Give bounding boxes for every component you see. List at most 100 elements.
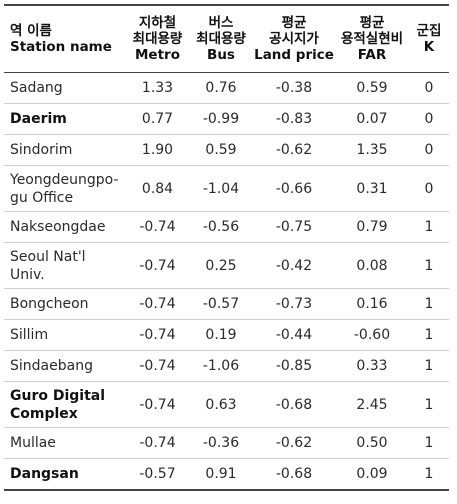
station-cluster-table-container: 역 이름 Station name 지하철 최대용량 Metro 버스 최대용량… [4, 4, 449, 491]
far-cell: 0.50 [335, 427, 409, 459]
bus-cell: -0.57 [189, 288, 253, 320]
land-price-cell: -0.44 [253, 319, 335, 351]
bus-cell: 0.19 [189, 319, 253, 351]
header-metro-ko-2: 최대용량 [132, 31, 183, 47]
station-cluster-table: 역 이름 Station name 지하철 최대용량 Metro 버스 최대용량… [4, 4, 449, 491]
table-row: Mullae -0.74 -0.36 -0.62 0.50 1 [4, 427, 449, 459]
station-name-cell: Nakseongdae [4, 211, 126, 243]
table-row: Daerim 0.77 -0.99 -0.83 0.07 0 [4, 103, 449, 135]
header-far-en: FAR [357, 47, 387, 63]
land-price-cell: -0.68 [253, 381, 335, 428]
station-name-cell: Yeongdeungpo-gu Office [4, 165, 126, 212]
bus-cell: 0.63 [189, 381, 253, 428]
station-name-cell: Seoul Nat'l Univ. [4, 242, 126, 289]
metro-cell: -0.74 [126, 288, 189, 320]
metro-cell: 1.33 [126, 72, 189, 104]
land-price-cell: -0.75 [253, 211, 335, 243]
header-metro: 지하철 최대용량 Metro [126, 5, 189, 73]
station-name-cell: Sadang [4, 72, 126, 104]
cluster-cell: 1 [409, 242, 449, 289]
table-row: Guro Digital Complex -0.74 0.63 -0.68 2.… [4, 381, 449, 428]
bus-cell: 0.76 [189, 72, 253, 104]
land-price-cell: -0.66 [253, 165, 335, 212]
land-price-cell: -0.73 [253, 288, 335, 320]
header-far: 평균 용적실현비 FAR [335, 5, 409, 73]
header-far-ko-1: 평균 [359, 15, 385, 31]
table-row: Dangsan -0.57 0.91 -0.68 0.09 1 [4, 458, 449, 491]
metro-cell: 1.90 [126, 134, 189, 166]
header-station-ko: 역 이름 [10, 23, 52, 39]
header-bus-ko-2: 최대용량 [196, 31, 246, 47]
table-row: Sillim -0.74 0.19 -0.44 -0.60 1 [4, 319, 449, 351]
metro-cell: -0.57 [126, 458, 189, 491]
header-k-en: K [423, 39, 435, 55]
land-price-cell: -0.83 [253, 103, 335, 135]
station-name-cell: Sillim [4, 319, 126, 351]
header-land-ko-1: 평균 [281, 15, 307, 31]
far-cell: 0.08 [335, 242, 409, 289]
bus-cell: -0.99 [189, 103, 253, 135]
header-land-ko-2: 공시지가 [269, 31, 319, 47]
metro-cell: -0.74 [126, 350, 189, 382]
far-cell: 0.33 [335, 350, 409, 382]
far-cell: 2.45 [335, 381, 409, 428]
cluster-cell: 1 [409, 319, 449, 351]
bus-cell: 0.59 [189, 134, 253, 166]
cluster-cell: 0 [409, 72, 449, 104]
cluster-cell: 0 [409, 103, 449, 135]
cluster-cell: 1 [409, 427, 449, 459]
station-name-cell: Mullae [4, 427, 126, 459]
cluster-cell: 1 [409, 288, 449, 320]
station-name-cell: Sindorim [4, 134, 126, 166]
far-cell: -0.60 [335, 319, 409, 351]
land-price-cell: -0.68 [253, 458, 335, 491]
header-far-ko-2: 용적실현비 [340, 31, 404, 47]
table-row: Sindaebang -0.74 -1.06 -0.85 0.33 1 [4, 350, 449, 382]
header-k-ko: 군집 [416, 23, 442, 39]
station-name-cell: Guro Digital Complex [4, 381, 126, 428]
cluster-cell: 0 [409, 165, 449, 212]
far-cell: 0.59 [335, 72, 409, 104]
far-cell: 0.31 [335, 165, 409, 212]
far-cell: 0.16 [335, 288, 409, 320]
metro-cell: 0.84 [126, 165, 189, 212]
metro-cell: 0.77 [126, 103, 189, 135]
table-row: Yeongdeungpo-gu Office 0.84 -1.04 -0.66 … [4, 165, 449, 212]
table-row: Sindorim 1.90 0.59 -0.62 1.35 0 [4, 134, 449, 166]
header-bus: 버스 최대용량 Bus [189, 5, 253, 73]
land-price-cell: -0.62 [253, 134, 335, 166]
land-price-cell: -0.62 [253, 427, 335, 459]
metro-cell: -0.74 [126, 381, 189, 428]
header-bus-en: Bus [207, 47, 235, 63]
cluster-cell: 1 [409, 350, 449, 382]
bus-cell: -1.04 [189, 165, 253, 212]
far-cell: 1.35 [335, 134, 409, 166]
far-cell: 0.79 [335, 211, 409, 243]
header-metro-en: Metro [135, 47, 180, 63]
far-cell: 0.07 [335, 103, 409, 135]
bus-cell: 0.25 [189, 242, 253, 289]
table-row: Nakseongdae -0.74 -0.56 -0.75 0.79 1 [4, 211, 449, 243]
station-name-cell: Dangsan [4, 458, 126, 491]
header-station-en: Station name [10, 39, 112, 55]
land-price-cell: -0.38 [253, 72, 335, 104]
table-row: Bongcheon -0.74 -0.57 -0.73 0.16 1 [4, 288, 449, 320]
table-row: Sadang 1.33 0.76 -0.38 0.59 0 [4, 72, 449, 104]
bus-cell: -1.06 [189, 350, 253, 382]
bus-cell: 0.91 [189, 458, 253, 491]
table-header-row: 역 이름 Station name 지하철 최대용량 Metro 버스 최대용량… [4, 5, 449, 73]
header-land-price: 평균 공시지가 Land price [253, 5, 335, 73]
header-metro-ko-1: 지하철 [138, 15, 177, 31]
land-price-cell: -0.42 [253, 242, 335, 289]
station-name-cell: Bongcheon [4, 288, 126, 320]
cluster-cell: 0 [409, 134, 449, 166]
far-cell: 0.09 [335, 458, 409, 491]
metro-cell: -0.74 [126, 211, 189, 243]
header-bus-ko-1: 버스 [208, 15, 234, 31]
header-land-en: Land price [254, 47, 334, 63]
header-cluster-k: 군집 K [409, 5, 449, 73]
cluster-cell: 1 [409, 381, 449, 428]
station-name-cell: Daerim [4, 103, 126, 135]
metro-cell: -0.74 [126, 319, 189, 351]
station-name-cell: Sindaebang [4, 350, 126, 382]
